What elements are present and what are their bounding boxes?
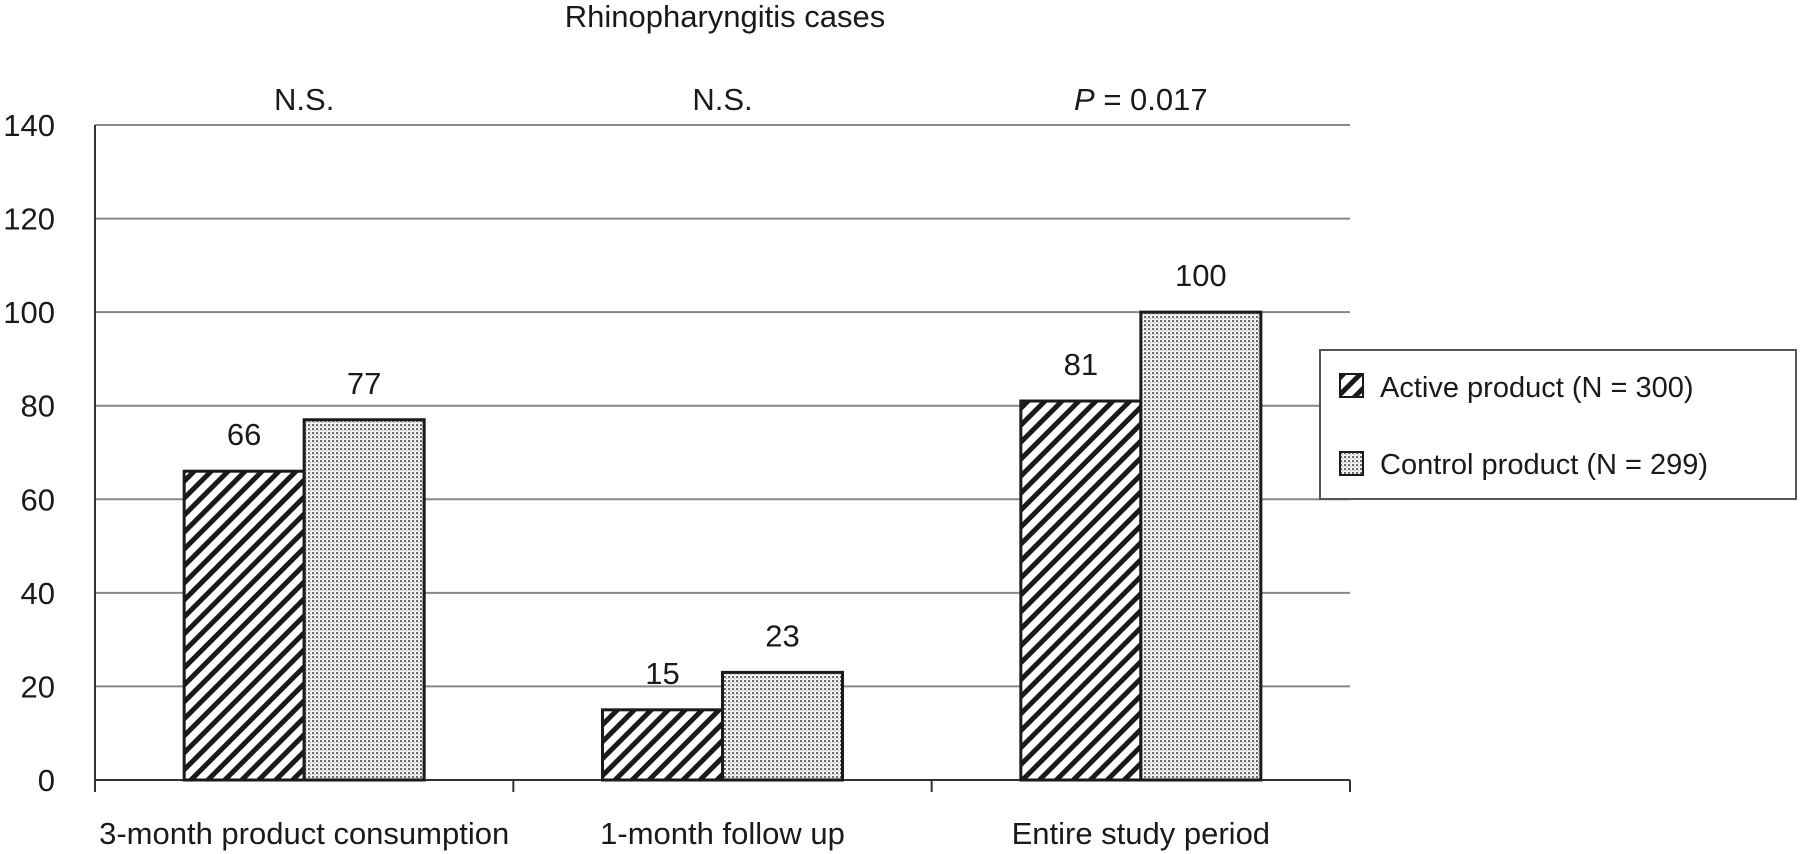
data-label: 15: [645, 656, 679, 691]
data-label: 81: [1064, 347, 1098, 382]
data-label: 77: [347, 366, 381, 401]
bar-active: [601, 708, 724, 782]
bars: [182, 310, 1263, 782]
bar-control: [302, 418, 426, 782]
x-tick-label: 3-month product consumption: [99, 816, 509, 851]
x-tick-label: 1-month follow up: [600, 816, 845, 851]
legend: Active product (N = 300) Control product…: [1319, 349, 1797, 500]
bar-control: [721, 670, 844, 782]
data-label: 23: [765, 618, 799, 653]
significance-annotations: N.S. N.S. P = 0.017: [274, 82, 1208, 117]
legend-swatch-active: [1339, 373, 1364, 398]
chart-title: Rhinopharyngitis cases: [565, 0, 886, 34]
legend-swatch-control: [1339, 451, 1364, 476]
significance-label: N.S.: [274, 82, 334, 117]
y-tick-label: 0: [38, 763, 55, 798]
y-tick-label: 80: [21, 389, 55, 424]
legend-box: [1319, 349, 1797, 500]
legend-label-active: Active product (N = 300): [1380, 372, 1694, 404]
data-label: 66: [227, 417, 261, 452]
y-tick-label: 60: [21, 482, 55, 517]
data-labels: 66 77 15 23 81 100: [227, 258, 1227, 691]
y-tick-label: 40: [21, 576, 55, 611]
bar-active: [182, 469, 306, 782]
y-tick-label: 120: [3, 202, 55, 237]
legend-label-control: Control product (N = 299): [1380, 449, 1708, 481]
axes: 0 20 40 60 80 100 120 140 3-month product consum…: [3, 108, 1351, 851]
significance-label: P = 0.017: [1074, 82, 1208, 117]
y-tick-label: 20: [21, 669, 55, 704]
data-label: 100: [1175, 258, 1227, 293]
y-tick-label: 100: [3, 295, 55, 330]
y-tick-label: 140: [3, 108, 55, 143]
bar-active: [1019, 399, 1143, 782]
x-tick-label: Entire study period: [1012, 816, 1270, 851]
bar-control: [1139, 310, 1263, 782]
significance-label: N.S.: [692, 82, 752, 117]
